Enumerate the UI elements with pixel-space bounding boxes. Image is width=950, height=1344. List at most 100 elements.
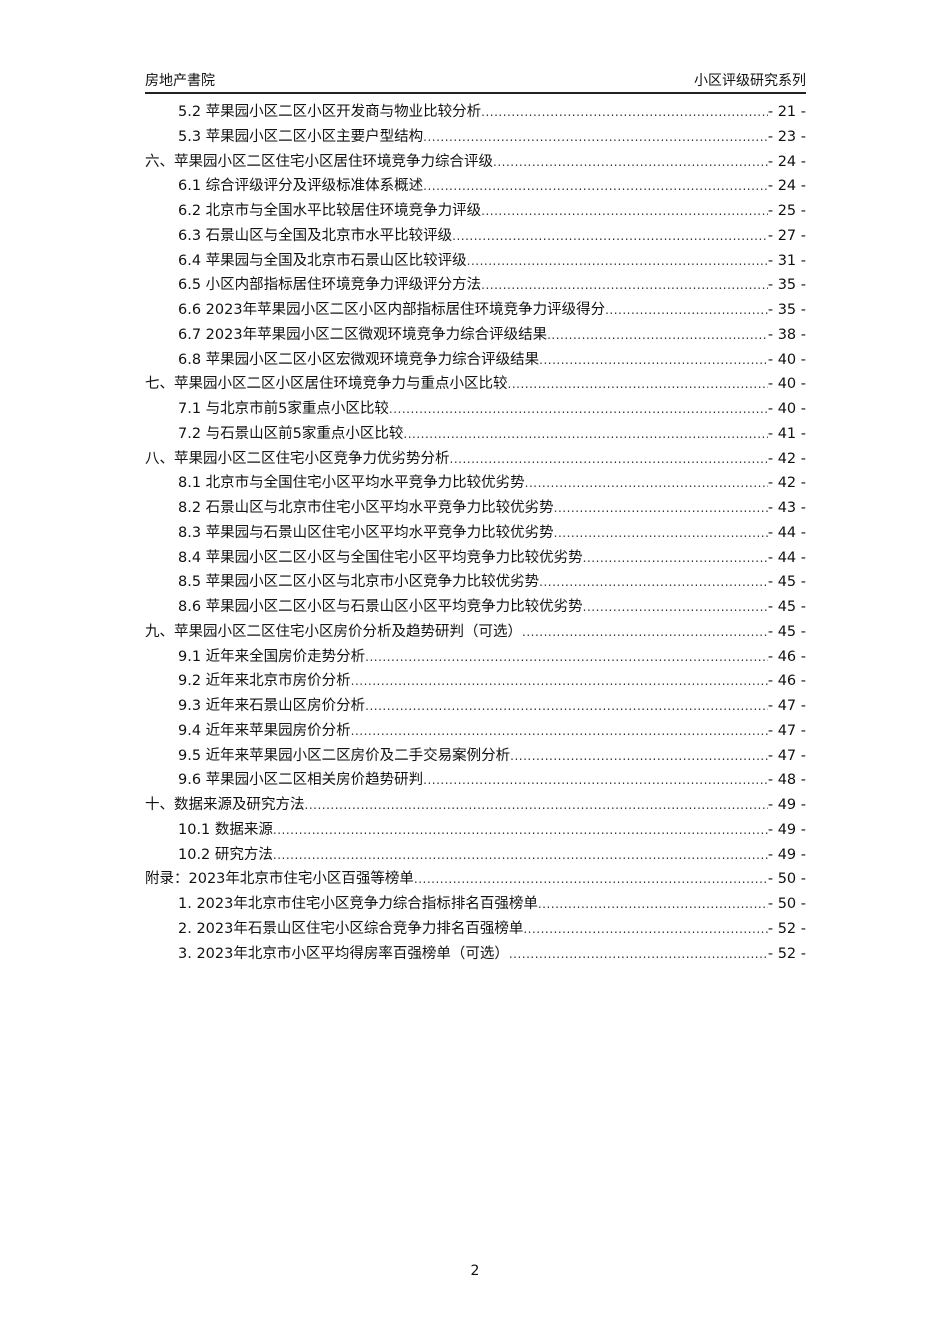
toc-section-entry[interactable]: 2. 2023年石景山区住宅小区综合竞争力排名百强榜单 - 52 - <box>145 917 806 942</box>
dot-leader <box>525 471 768 496</box>
toc-entry-page: - 45 - <box>767 574 806 591</box>
toc-section-entry[interactable]: 8.3 苹果园与石景山区住宅小区平均水平竞争力比较优劣势 - 44 - <box>145 521 806 546</box>
toc-entry-page: - 35 - <box>767 277 806 294</box>
dot-leader <box>305 793 768 818</box>
toc-section-entry[interactable]: 6.6 2023年苹果园小区二区小区内部指标居住环境竞争力评级得分 - 35 - <box>145 298 806 323</box>
toc-entry-title: 9.3 近年来石景山区房价分析 <box>178 698 366 714</box>
dot-leader <box>547 323 768 348</box>
toc-entry-title: 8.6 苹果园小区二区小区与石景山区小区平均竞争力比较优劣势 <box>178 599 583 615</box>
toc-section-entry[interactable]: 6.1 综合评级评分及评级标准体系概述 - 24 - <box>145 174 806 199</box>
toc-section-entry[interactable]: 5.3 苹果园小区二区小区主要户型结构 - 23 - <box>145 125 806 150</box>
toc-entry-page: - 46 - <box>767 648 806 665</box>
dot-leader <box>554 496 768 521</box>
toc-section-entry[interactable]: 8.6 苹果园小区二区小区与石景山区小区平均竞争力比较优劣势 - 45 - <box>145 595 806 620</box>
dot-leader <box>539 348 768 373</box>
toc-section-entry[interactable]: 5.2 苹果园小区二区小区开发商与物业比较分析 - 21 - <box>145 100 806 125</box>
toc-entry-page: - 45 - <box>767 623 806 640</box>
toc-entry-page: - 41 - <box>767 425 806 442</box>
toc-entry-title: 8.2 石景山区与北京市住宅小区平均水平竞争力比较优劣势 <box>178 500 554 516</box>
toc-section-entry[interactable]: 9.1 近年来全国房价走势分析 - 46 - <box>145 645 806 670</box>
toc-entry-title: 十、数据来源及研究方法 <box>145 797 305 813</box>
toc-entry-page: - 52 - <box>767 945 806 962</box>
toc-entry-title: 6.4 苹果园与全国及北京市石景山区比较评级 <box>178 252 467 269</box>
toc-section-entry[interactable]: 7.1 与北京市前5家重点小区比较 - 40 - <box>145 397 806 422</box>
dot-leader <box>522 620 768 645</box>
page-header: 房地产書院 小区评级研究系列 <box>145 68 806 94</box>
toc-chapter-entry[interactable]: 六、苹果园小区二区住宅小区居住环境竞争力综合评级 - 24 - <box>145 150 806 175</box>
toc-entry-page: - 44 - <box>767 549 806 566</box>
toc-entry-page: - 23 - <box>767 128 806 145</box>
toc-section-entry[interactable]: 6.7 2023年苹果园小区二区微观环境竞争力综合评级结果 - 38 - <box>145 323 806 348</box>
toc-entry-page: - 40 - <box>767 401 806 417</box>
toc-entry-title: 6.1 综合评级评分及评级标准体系概述 <box>178 178 424 195</box>
toc-entry-title: 6.6 2023年苹果园小区二区小区内部指标居住环境竞争力评级得分 <box>178 302 606 318</box>
toc-section-entry[interactable]: 8.5 苹果园小区二区小区与北京市小区竞争力比较优劣势 - 45 - <box>145 570 806 595</box>
toc-entry-page: - 50 - <box>767 896 806 912</box>
toc-entry-title: 5.3 苹果园小区二区小区主要户型结构 <box>178 128 424 145</box>
dot-leader <box>365 645 768 670</box>
toc-entry-page: - 49 - <box>767 846 806 863</box>
toc-section-entry[interactable]: 6.3 石景山区与全国及北京市水平比较评级 - 27 - <box>145 224 806 249</box>
toc-section-entry[interactable]: 9.6 苹果园小区二区相关房价趋势研判 - 48 - <box>145 768 806 793</box>
dot-leader <box>481 199 768 224</box>
toc-section-entry[interactable]: 9.3 近年来石景山区房价分析 - 47 - <box>145 694 806 719</box>
dot-leader <box>539 570 768 595</box>
toc-entry-title: 9.4 近年来苹果园房价分析 <box>178 722 351 739</box>
toc-entry-page: - 48 - <box>767 772 806 789</box>
toc-chapter-entry[interactable]: 附录：2023年北京市住宅小区百强等榜单 - 50 - <box>145 867 806 892</box>
toc-entry-page: - 21 - <box>767 104 806 120</box>
dot-leader <box>583 595 768 620</box>
toc-entry-title: 六、苹果园小区二区住宅小区居住环境竞争力综合评级 <box>145 153 493 170</box>
toc-entry-title: 9.1 近年来全国房价走势分析 <box>178 648 366 665</box>
toc-chapter-entry[interactable]: 九、苹果园小区二区住宅小区房价分析及趋势研判（可选） - 45 - <box>145 620 806 645</box>
toc-entry-title: 8.5 苹果园小区二区小区与北京市小区竞争力比较优劣势 <box>178 574 540 591</box>
toc-chapter-entry[interactable]: 八、苹果园小区二区住宅小区竞争力优劣势分析 - 42 - <box>145 447 806 472</box>
toc-section-entry[interactable]: 7.2 与石景山区前5家重点小区比较 - 41 - <box>145 422 806 447</box>
toc-entry-page: - 44 - <box>767 524 806 541</box>
dot-leader <box>351 669 768 694</box>
toc-entry-title: 9.6 苹果园小区二区相关房价趋势研判 <box>178 772 424 789</box>
dot-leader <box>365 694 768 719</box>
dot-leader <box>423 125 768 150</box>
toc-entry-page: - 24 - <box>767 178 806 195</box>
toc-entry-title: 6.2 北京市与全国水平比较居住环境竞争力评级 <box>178 203 482 219</box>
dot-leader <box>423 768 768 793</box>
toc-section-entry[interactable]: 8.4 苹果园小区二区小区与全国住宅小区平均竞争力比较优劣势 - 44 - <box>145 546 806 571</box>
toc-section-entry[interactable]: 3. 2023年北京市小区平均得房率百强榜单（可选） - 52 - <box>145 942 806 967</box>
toc-section-entry[interactable]: 6.5 小区内部指标居住环境竞争力评级评分方法 - 35 - <box>145 273 806 298</box>
dot-leader <box>481 100 768 125</box>
toc-section-entry[interactable]: 10.2 研究方法 - 49 - <box>145 843 806 868</box>
toc-entry-title: 8.3 苹果园与石景山区住宅小区平均水平竞争力比较优劣势 <box>178 524 554 541</box>
toc-entry-title: 八、苹果园小区二区住宅小区竞争力优劣势分析 <box>145 450 450 467</box>
toc-entry-page: - 35 - <box>767 302 806 318</box>
toc-section-entry[interactable]: 9.5 近年来苹果园小区二区房价及二手交易案例分析 - 47 - <box>145 744 806 769</box>
toc-section-entry[interactable]: 6.2 北京市与全国水平比较居住环境竞争力评级 - 25 - <box>145 199 806 224</box>
toc-entry-title: 九、苹果园小区二区住宅小区房价分析及趋势研判（可选） <box>145 623 522 640</box>
toc-chapter-entry[interactable]: 七、苹果园小区二区小区居住环境竞争力与重点小区比较 - 40 - <box>145 372 806 397</box>
toc-entry-page: - 46 - <box>767 673 806 690</box>
dot-leader <box>538 892 768 917</box>
toc-section-entry[interactable]: 8.1 北京市与全国住宅小区平均水平竞争力比较优劣势 - 42 - <box>145 471 806 496</box>
toc-section-entry[interactable]: 6.8 苹果园小区二区小区宏微观环境竞争力综合评级结果 - 40 - <box>145 348 806 373</box>
dot-leader <box>493 150 768 175</box>
dot-leader <box>510 744 768 769</box>
toc-entry-page: - 50 - <box>767 871 806 888</box>
dot-leader <box>389 397 768 422</box>
toc-section-entry[interactable]: 9.4 近年来苹果园房价分析 - 47 - <box>145 719 806 744</box>
toc-entry-title: 10.2 研究方法 <box>178 846 273 863</box>
toc-entry-page: - 47 - <box>767 722 806 739</box>
dot-leader <box>403 422 767 447</box>
table-of-contents: 5.2 苹果园小区二区小区开发商与物业比较分析 - 21 - 5.3 苹果园小区二区… <box>145 100 806 966</box>
toc-chapter-entry[interactable]: 十、数据来源及研究方法 - 49 - <box>145 793 806 818</box>
toc-section-entry[interactable]: 8.2 石景山区与北京市住宅小区平均水平竞争力比较优劣势 - 43 - <box>145 496 806 521</box>
toc-entry-title: 7.2 与石景山区前5家重点小区比较 <box>178 425 404 442</box>
toc-section-entry[interactable]: 10.1 数据来源 - 49 - <box>145 818 806 843</box>
toc-section-entry[interactable]: 1. 2023年北京市住宅小区竞争力综合指标排名百强榜单 - 50 - <box>145 892 806 917</box>
toc-section-entry[interactable]: 6.4 苹果园与全国及北京市石景山区比较评级 - 31 - <box>145 249 806 274</box>
toc-entry-page: - 27 - <box>767 227 806 244</box>
toc-entry-title: 7.1 与北京市前5家重点小区比较 <box>178 401 389 417</box>
dot-leader <box>605 298 768 323</box>
toc-entry-page: - 49 - <box>767 797 806 813</box>
toc-entry-title: 七、苹果园小区二区小区居住环境竞争力与重点小区比较 <box>145 376 508 393</box>
toc-section-entry[interactable]: 9.2 近年来北京市房价分析 - 46 - <box>145 669 806 694</box>
